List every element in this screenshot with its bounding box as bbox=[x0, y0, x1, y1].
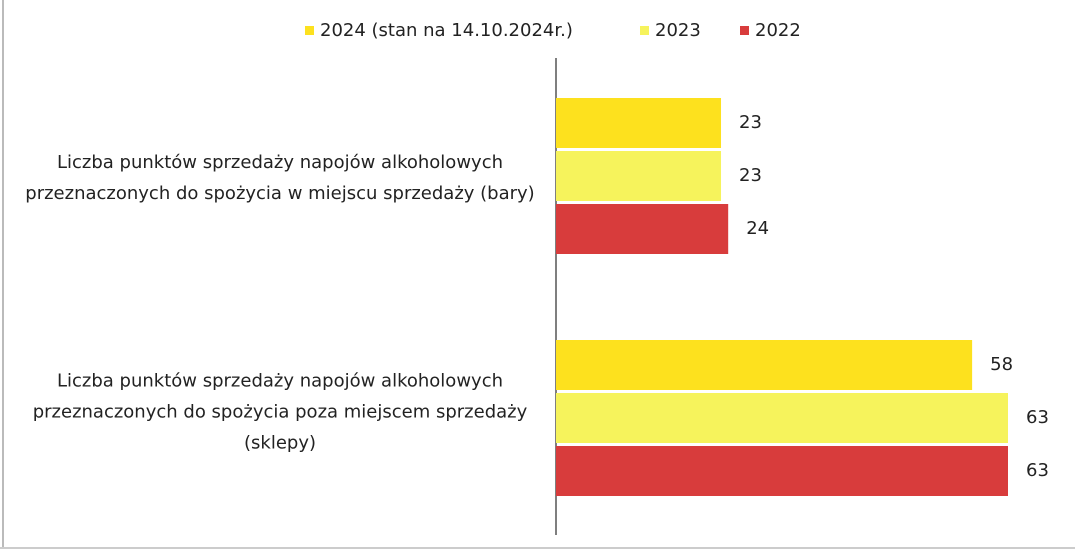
legend-label: 2022 bbox=[755, 20, 801, 41]
data-label: 63 bbox=[1026, 407, 1049, 428]
data-label: 63 bbox=[1026, 460, 1049, 481]
legend-label: 2024 (stan na 14.10.2024r.) bbox=[320, 20, 573, 41]
data-label: 23 bbox=[739, 112, 762, 133]
data-label: 24 bbox=[746, 218, 769, 239]
legend-label: 2023 bbox=[655, 20, 701, 41]
legend-swatch bbox=[305, 26, 314, 35]
data-label: 23 bbox=[739, 165, 762, 186]
bar bbox=[556, 151, 722, 201]
bar bbox=[556, 98, 722, 148]
category-label: Liczba punktów sprzedaży napojów alkohol… bbox=[25, 152, 535, 204]
bar bbox=[556, 204, 729, 254]
category-label: Liczba punktów sprzedaży napojów alkohol… bbox=[32, 370, 528, 454]
data-label: 58 bbox=[990, 354, 1013, 375]
legend-swatch bbox=[740, 26, 749, 35]
bar bbox=[556, 446, 1008, 496]
bar bbox=[556, 340, 973, 390]
legend-swatch bbox=[640, 26, 649, 35]
bar bbox=[556, 393, 1008, 443]
